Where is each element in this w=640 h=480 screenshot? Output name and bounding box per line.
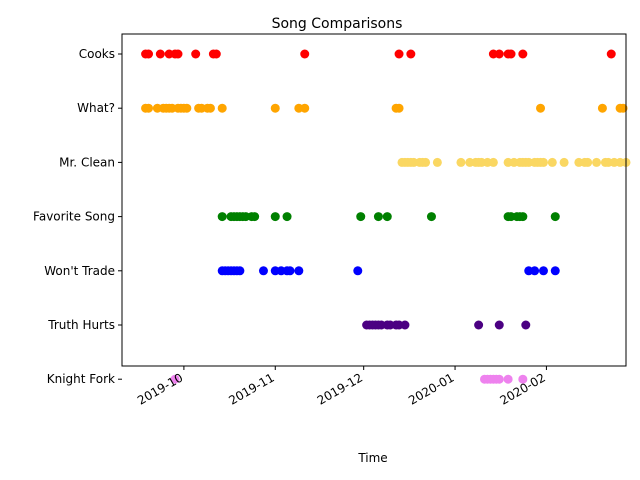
- data-point: [518, 374, 528, 384]
- data-point: [400, 320, 410, 330]
- data-point: [488, 157, 498, 167]
- data-point: [217, 212, 227, 222]
- y-tick-label-knight-fork: Knight Fork: [47, 372, 115, 386]
- data-point: [353, 266, 363, 276]
- data-point: [406, 49, 416, 59]
- data-point: [270, 103, 280, 113]
- data-point: [217, 103, 227, 113]
- y-axis-ticks: Cooks What? Mr. Clean Favorite Song Won't Tr…: [33, 47, 122, 386]
- series-won-t-trade: [217, 266, 560, 276]
- data-point: [494, 320, 504, 330]
- data-point: [456, 157, 466, 167]
- data-point: [426, 212, 436, 222]
- data-point: [474, 320, 484, 330]
- y-tick-label-truth-hurts: Truth Hurts: [47, 318, 115, 332]
- data-point: [394, 103, 404, 113]
- data-point: [592, 157, 602, 167]
- plot-area-frame: [121, 33, 627, 367]
- data-point: [191, 49, 201, 59]
- data-point: [597, 103, 607, 113]
- data-point: [550, 212, 560, 222]
- series-cooks: [141, 49, 616, 59]
- data-point: [618, 103, 628, 113]
- y-tick-label-what: What?: [77, 101, 115, 115]
- y-tick-label-won-t-trade: Won't Trade: [44, 264, 115, 278]
- data-point: [356, 212, 366, 222]
- data-point: [494, 49, 504, 59]
- data-point: [155, 49, 165, 59]
- data-point: [583, 157, 593, 167]
- data-point: [506, 49, 516, 59]
- data-point: [550, 266, 560, 276]
- series-knight-fork: [170, 374, 528, 384]
- data-point: [521, 320, 531, 330]
- data-point: [432, 157, 442, 167]
- data-point: [536, 103, 546, 113]
- data-point: [211, 49, 221, 59]
- data-point: [518, 212, 528, 222]
- plot-marks: [141, 49, 631, 384]
- x-axis-label: Time: [357, 451, 387, 465]
- series-what: [141, 103, 628, 113]
- data-point: [530, 266, 540, 276]
- data-point: [144, 103, 154, 113]
- data-point: [538, 157, 548, 167]
- chart-title: Song Comparisons: [272, 16, 403, 32]
- data-point: [300, 49, 310, 59]
- data-point: [294, 266, 304, 276]
- data-point: [373, 212, 383, 222]
- data-point: [394, 49, 404, 59]
- data-point: [538, 266, 548, 276]
- y-tick-label-mr-clean: Mr. Clean: [59, 155, 115, 169]
- y-tick-label-favorite-song: Favorite Song: [33, 210, 115, 224]
- data-point: [250, 212, 260, 222]
- data-point: [547, 157, 557, 167]
- data-point: [421, 157, 431, 167]
- data-point: [606, 49, 616, 59]
- y-tick-label-cooks: Cooks: [79, 47, 115, 61]
- data-point: [258, 266, 268, 276]
- data-point: [173, 49, 183, 59]
- data-point: [182, 103, 192, 113]
- data-point: [503, 374, 513, 384]
- data-point: [235, 266, 245, 276]
- data-point: [144, 49, 154, 59]
- data-point: [559, 157, 569, 167]
- data-point: [382, 212, 392, 222]
- series-favorite-song: [217, 212, 560, 222]
- data-point: [205, 103, 215, 113]
- data-point: [285, 266, 295, 276]
- data-point: [518, 49, 528, 59]
- data-point: [282, 212, 292, 222]
- data-point: [270, 212, 280, 222]
- data-point: [170, 374, 180, 384]
- data-point: [494, 374, 504, 384]
- series-mr-clean: [397, 157, 631, 167]
- data-point: [300, 103, 310, 113]
- series-truth-hurts: [362, 320, 531, 330]
